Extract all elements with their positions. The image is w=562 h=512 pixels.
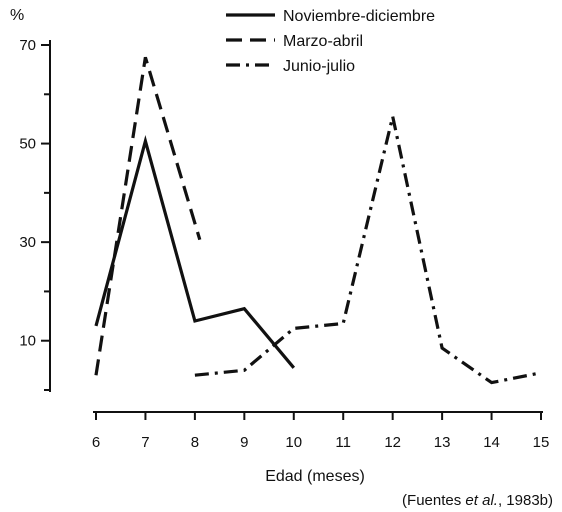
x-tick-label: 10 <box>285 434 302 451</box>
legend: Noviembre-diciembre Marzo-abril Junio-juli… <box>226 8 435 75</box>
x-tick-label: 14 <box>483 434 500 451</box>
legend-label: Noviembre-diciembre <box>283 8 435 25</box>
source-suffix: , 1983b) <box>498 492 553 509</box>
y-tick-label: 10 <box>19 333 36 350</box>
y-axis-label: % <box>10 7 24 24</box>
y-tick-label: 30 <box>19 234 36 251</box>
x-tick-label: 9 <box>240 434 248 451</box>
source-prefix: (Fuentes <box>402 492 465 509</box>
x-tick-label: 12 <box>384 434 401 451</box>
x-tick-label: 15 <box>533 434 550 451</box>
y-tick-label: 70 <box>19 37 36 54</box>
source-citation: (Fuentes et al., 1983b) <box>402 492 553 509</box>
x-tick-label: 11 <box>335 434 351 451</box>
x-tick-label: 8 <box>191 434 199 451</box>
series-group <box>94 56 542 385</box>
x-axis-label: Edad (meses) <box>265 468 365 485</box>
x-tick-label: 6 <box>92 434 100 451</box>
series-line-3 <box>194 116 542 385</box>
x-tick-label: 13 <box>434 434 451 451</box>
source-italic: et al. <box>465 492 498 509</box>
y-ticks: 10 30 50 70 <box>19 37 50 391</box>
x-ticks: 6 7 8 9 10 11 12 13 14 15 <box>92 412 550 451</box>
x-tick-label: 7 <box>141 434 149 451</box>
legend-label: Marzo-abril <box>283 33 363 50</box>
series-line-2 <box>94 56 202 376</box>
y-tick-label: 50 <box>19 136 36 153</box>
series-line-1 <box>94 134 296 369</box>
axes: 10 30 50 70 6 7 8 9 10 11 12 13 14 15 <box>19 37 549 451</box>
legend-label: Junio-julio <box>283 58 355 75</box>
